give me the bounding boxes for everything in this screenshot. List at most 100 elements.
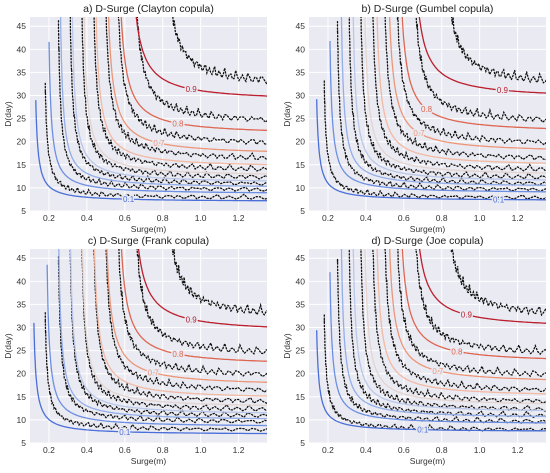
x-axis-label: Surge(m) [131,456,167,466]
contour-0.9 [135,17,267,97]
x-tick-label: 1.2 [512,213,524,223]
y-tick-label: 20 [296,369,306,379]
x-tick-label: 1.2 [233,445,245,455]
y-tick-label: 30 [296,91,306,101]
contour-label: 0.8 [172,350,184,359]
contour-0.8 [120,249,267,362]
y-tick-label: 45 [296,21,306,31]
contour-0.2 [329,272,546,424]
empirical-contour [105,249,267,393]
contour-0.8 [401,249,546,360]
empirical-contour [360,249,546,412]
contour-0.3 [340,249,546,418]
empirical-contour [93,17,267,172]
x-tick-label: 0.4 [360,213,372,223]
empirical-contour [384,249,546,393]
contour-label: 0.7 [413,129,425,138]
x-tick-label: 1.2 [233,213,245,223]
contour-0.4 [352,249,546,412]
contour-0.9 [418,249,546,324]
contour-0.5 [81,249,267,407]
y-axis-label: D(day) [282,101,292,127]
empirical-contour [44,82,267,200]
y-tick-label: 45 [296,253,306,263]
y-tick-label: 5 [21,206,26,216]
x-tick-label: 0.8 [436,213,448,223]
empirical-contour [372,17,546,172]
contour-0.4 [71,17,267,182]
empirical-contour [81,17,267,180]
x-tick-label: 0.8 [157,213,169,223]
contour-0.3 [58,249,267,420]
y-axis-label: D(day) [3,333,13,359]
panel-title: b) D-Surge (Gumbel copula) [362,3,494,15]
empirical-contour [69,249,267,419]
empirical-contour [336,20,546,193]
contour-label: 0.9 [186,315,198,324]
contour-label: 0.1 [123,195,135,204]
contour-0.3 [340,17,546,187]
empirical-contour [93,249,267,404]
plot-background [30,249,267,443]
y-tick-label: 25 [296,346,306,356]
y-axis-label: D(day) [282,333,292,359]
contour-label: 0.8 [451,347,463,356]
y-tick-label: 20 [296,137,306,147]
contour-0.1 [316,330,546,432]
y-tick-label: 15 [17,392,27,402]
empirical-contour [360,17,546,180]
contour-lines [316,249,546,432]
panel-4: 0.1 0.7 0.8 0.9 d) D-Surge (Joe copula) 0.2 0.… [282,235,546,466]
y-tick-label: 10 [296,415,306,425]
x-tick-label: 0.6 [398,213,410,223]
empirical-contour [450,17,546,84]
contour-0.7 [106,249,267,383]
x-tick-label: 0.6 [119,445,131,455]
empirical-contour [172,17,267,85]
y-tick-label: 15 [17,160,27,170]
x-tick-label: 1.0 [474,445,486,455]
x-tick-label: 0.2 [43,213,55,223]
y-tick-label: 45 [17,21,27,31]
contour-0.6 [95,17,267,166]
y-tick-label: 10 [296,183,306,193]
y-axis-label: D(day) [3,101,13,127]
x-tick-label: 0.4 [81,213,93,223]
contour-0.2 [46,264,267,427]
empirical-contour [415,249,546,356]
empirical-contour [44,312,267,432]
contour-0.5 [364,17,546,174]
contour-label: 0.1 [493,196,505,205]
contour-label: 0.8 [421,105,433,114]
empirical-contour [136,17,267,123]
contour-0.7 [389,249,546,381]
y-tick-label: 30 [17,323,27,333]
panel-2: 0.1 0.7 0.8 0.9 b) D-Surge (Gumbel copula) 0.… [282,3,546,234]
contour-label: 0.7 [148,369,160,378]
panel-1: 0.1 0.7 0.8 0.9 a) D-Surge (Clayton copula) 0… [3,3,267,234]
y-tick-label: 35 [296,299,306,309]
contour-0.9 [418,17,546,94]
contour-label: 0.7 [153,139,165,148]
y-tick-label: 45 [17,253,27,263]
y-tick-label: 35 [17,299,27,309]
y-tick-label: 20 [17,369,27,379]
x-tick-label: 0.2 [322,445,334,455]
y-tick-label: 10 [17,415,27,425]
empirical-contour [415,17,546,124]
y-tick-label: 20 [17,137,27,147]
y-tick-label: 30 [296,323,306,333]
empirical-contour [397,249,546,378]
y-tick-label: 5 [21,438,26,448]
contour-0.2 [329,41,546,193]
contour-label: 0.1 [417,426,429,435]
y-tick-label: 35 [296,67,306,77]
contour-0.5 [83,17,267,175]
empirical-contour [57,256,267,424]
y-tick-label: 35 [17,67,27,77]
empirical-contour [57,20,267,193]
x-tick-label: 0.8 [436,445,448,455]
contour-lines [316,17,546,201]
x-axis-label: Surge(m) [131,224,167,234]
